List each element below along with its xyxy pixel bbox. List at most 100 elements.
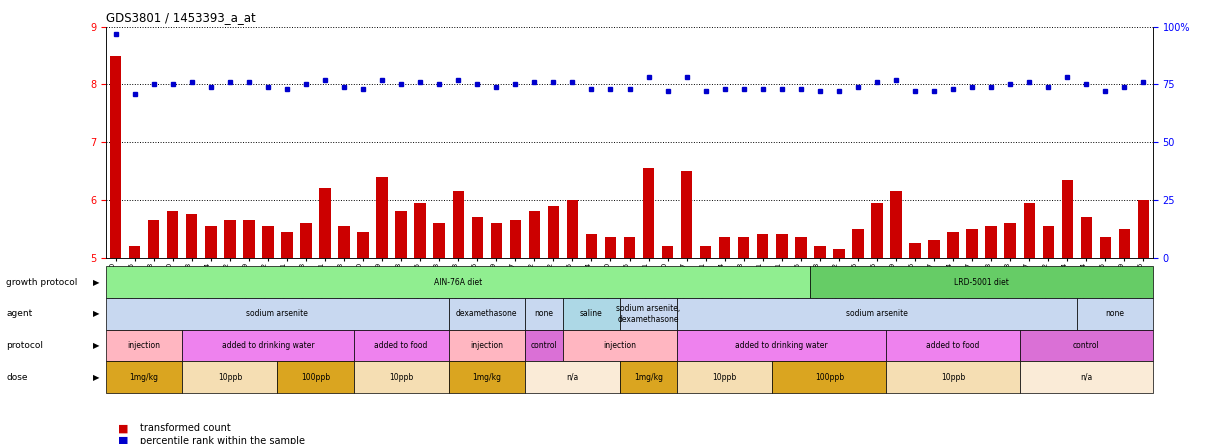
Bar [320, 188, 330, 258]
Text: none: none [1106, 309, 1124, 318]
Text: n/a: n/a [567, 373, 579, 382]
Bar [491, 223, 502, 258]
Bar [182, 329, 353, 361]
Text: dexamethasone: dexamethasone [456, 309, 517, 318]
Bar [1020, 361, 1153, 393]
Bar [662, 246, 673, 258]
Bar [357, 232, 369, 258]
Bar [433, 223, 445, 258]
Bar [129, 246, 140, 258]
Bar [948, 232, 959, 258]
Bar [886, 329, 1020, 361]
Bar [1119, 229, 1130, 258]
Bar [186, 214, 198, 258]
Bar [472, 217, 482, 258]
Bar [262, 226, 274, 258]
Text: injection: injection [603, 341, 637, 350]
Text: 1mg/kg: 1mg/kg [634, 373, 663, 382]
Bar [620, 298, 677, 329]
Bar [643, 168, 655, 258]
Text: ▶: ▶ [93, 373, 100, 382]
Text: protocol: protocol [6, 341, 43, 350]
Bar [699, 246, 712, 258]
Bar [449, 298, 525, 329]
Text: none: none [534, 309, 554, 318]
Bar [106, 298, 449, 329]
Bar [449, 361, 525, 393]
Bar [548, 206, 560, 258]
Bar [1042, 226, 1054, 258]
Bar [719, 238, 731, 258]
Bar [376, 177, 388, 258]
Bar [909, 243, 920, 258]
Bar [224, 220, 235, 258]
Text: 100ppb: 100ppb [302, 373, 330, 382]
Bar [929, 240, 939, 258]
Text: saline: saline [580, 309, 603, 318]
Text: ■: ■ [118, 424, 129, 433]
Bar [777, 234, 788, 258]
Bar [1020, 329, 1153, 361]
Bar [681, 171, 692, 258]
Text: ▶: ▶ [93, 309, 100, 318]
Text: added to food: added to food [926, 341, 979, 350]
Text: 10ppb: 10ppb [941, 373, 965, 382]
Text: added to drinking water: added to drinking water [736, 341, 829, 350]
Bar [525, 298, 563, 329]
Bar [1077, 298, 1153, 329]
Text: transformed count: transformed count [140, 424, 230, 433]
Bar [525, 361, 620, 393]
Text: ▶: ▶ [93, 278, 100, 287]
Bar [563, 329, 677, 361]
Bar [106, 266, 810, 298]
Text: control: control [1073, 341, 1100, 350]
Bar [415, 203, 426, 258]
Bar [1137, 200, 1149, 258]
Bar [966, 229, 978, 258]
Text: 1mg/kg: 1mg/kg [130, 373, 159, 382]
Text: 1mg/kg: 1mg/kg [473, 373, 502, 382]
Bar [814, 246, 826, 258]
Bar [1024, 203, 1035, 258]
Bar [106, 361, 182, 393]
Text: n/a: n/a [1081, 373, 1093, 382]
Bar [677, 329, 886, 361]
Text: ▶: ▶ [93, 341, 100, 350]
Bar [567, 200, 578, 258]
Text: dose: dose [6, 373, 28, 382]
Bar [525, 329, 563, 361]
Text: AIN-76A diet: AIN-76A diet [434, 278, 482, 287]
Text: control: control [531, 341, 557, 350]
Bar [277, 361, 353, 393]
Bar [833, 249, 844, 258]
Bar [810, 266, 1153, 298]
Bar [620, 361, 677, 393]
Bar [1005, 223, 1015, 258]
Text: sodium arsenite: sodium arsenite [847, 309, 908, 318]
Bar [205, 226, 217, 258]
Bar [182, 361, 277, 393]
Bar [757, 234, 768, 258]
Text: injection: injection [128, 341, 160, 350]
Bar [677, 298, 1077, 329]
Bar [452, 191, 464, 258]
Bar [168, 211, 178, 258]
Bar [738, 238, 749, 258]
Text: sodium arsenite,
dexamethasone: sodium arsenite, dexamethasone [616, 304, 680, 324]
Bar [677, 361, 772, 393]
Bar [148, 220, 159, 258]
Text: percentile rank within the sample: percentile rank within the sample [140, 436, 305, 444]
Bar [353, 329, 449, 361]
Bar [871, 203, 883, 258]
Text: agent: agent [6, 309, 33, 318]
Text: 100ppb: 100ppb [815, 373, 844, 382]
Bar [795, 238, 807, 258]
Bar [528, 211, 540, 258]
Text: 10ppb: 10ppb [218, 373, 242, 382]
Text: 10ppb: 10ppb [713, 373, 737, 382]
Bar [110, 56, 122, 258]
Bar [563, 298, 620, 329]
Bar [985, 226, 997, 258]
Text: 10ppb: 10ppb [390, 373, 414, 382]
Bar [1100, 238, 1111, 258]
